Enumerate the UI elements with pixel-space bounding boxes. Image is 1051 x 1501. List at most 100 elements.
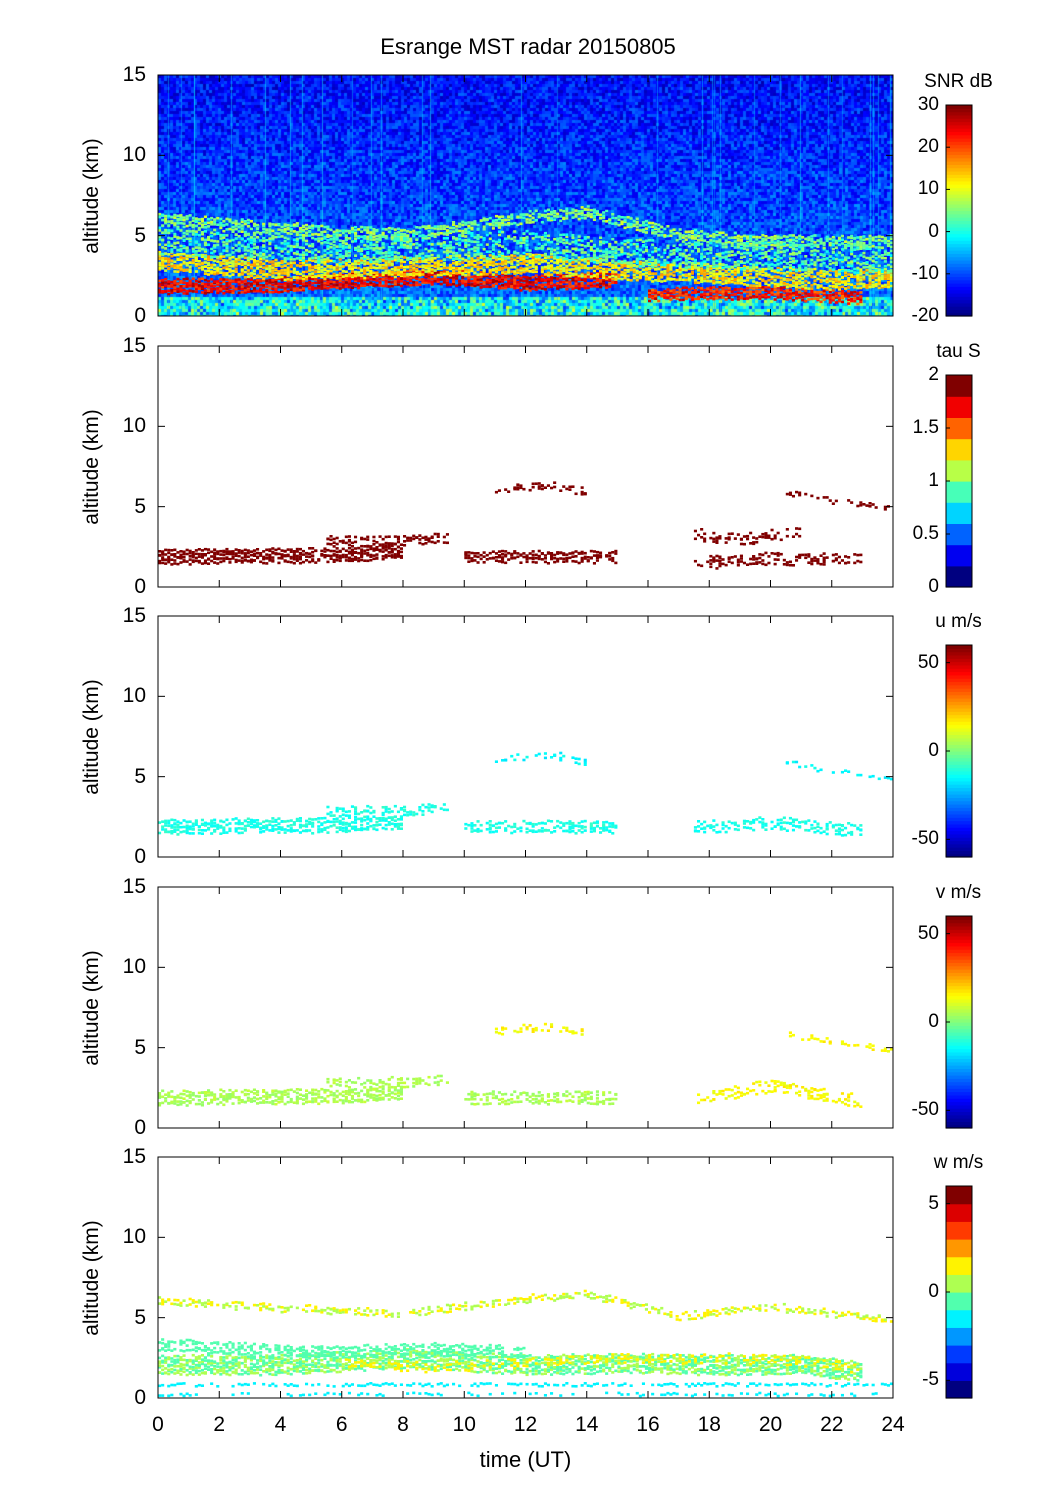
echo-cell	[393, 271, 397, 275]
echo-cell	[176, 214, 180, 218]
echo-cell	[482, 255, 486, 258]
echo-cell	[589, 239, 593, 243]
echo-cell	[779, 271, 783, 275]
echo-cell	[164, 259, 168, 263]
echo-cell	[632, 252, 636, 256]
echo-cell	[412, 274, 416, 277]
echo-cell	[252, 272, 256, 276]
echo-cell	[746, 251, 750, 255]
echo-cell	[614, 251, 618, 255]
echo-cell	[718, 264, 722, 268]
echo-cell	[559, 267, 563, 270]
echo-cell	[161, 213, 165, 217]
echo-cell	[739, 281, 743, 285]
echo-cell	[458, 271, 462, 274]
echo-cell	[669, 253, 673, 256]
echo-cell	[314, 270, 318, 274]
echo-cell	[825, 288, 829, 291]
echo-cell	[295, 276, 299, 279]
echo-cell	[341, 241, 345, 245]
echo-cell	[308, 281, 312, 284]
echo-cell	[635, 217, 639, 221]
echo-cell	[497, 262, 501, 266]
echo-cell	[213, 244, 217, 247]
echo-cell	[770, 247, 774, 250]
colorbar-level	[946, 137, 972, 142]
echo-cell	[568, 211, 572, 215]
echo-cell	[252, 224, 256, 228]
echo-cell	[354, 270, 358, 274]
echo-cell	[225, 287, 229, 291]
echo-cell	[730, 298, 734, 301]
echo-cell	[396, 280, 400, 283]
echo-cell	[595, 265, 599, 269]
echo-cell	[259, 284, 263, 287]
echo-cell	[494, 221, 498, 225]
echo-cell	[574, 215, 578, 218]
echo-cell	[225, 234, 229, 237]
echo-cell	[831, 251, 835, 254]
colorbar-level	[946, 269, 972, 274]
echo-cell	[317, 258, 321, 262]
echo-cell	[543, 231, 547, 235]
echo-cell	[476, 253, 480, 256]
echo-cell	[295, 272, 299, 276]
echo-cell	[755, 238, 759, 241]
echo-cell	[458, 229, 462, 233]
echo-cell	[158, 561, 162, 565]
echo-cell	[381, 258, 385, 262]
echo-cell	[252, 240, 256, 243]
echo-cell	[568, 272, 572, 275]
echo-cell	[546, 238, 550, 242]
echo-cell	[638, 224, 642, 227]
echo-cell	[733, 264, 737, 267]
echo-cell	[525, 282, 529, 286]
echo-cell	[856, 286, 860, 290]
echo-cell	[620, 266, 624, 269]
echo-cell	[519, 222, 523, 226]
echo-cell	[761, 252, 765, 255]
echo-cell	[840, 289, 844, 293]
echo-cell	[605, 209, 609, 213]
echo-cell	[406, 236, 410, 239]
echo-cell	[314, 260, 318, 264]
colorbar-level	[946, 263, 972, 268]
echo-cell	[767, 278, 771, 282]
echo-cell	[372, 266, 376, 269]
echo-cell	[461, 239, 465, 242]
echo-cell	[256, 223, 260, 227]
echo-cell	[736, 271, 740, 274]
echo-cell	[626, 264, 630, 268]
echo-cell	[574, 275, 578, 278]
echo-cell	[764, 241, 768, 245]
echo-cell	[706, 267, 710, 271]
echo-cell	[298, 229, 302, 233]
echo-cell	[473, 259, 477, 262]
echo-cell	[746, 276, 750, 279]
echo-cell	[684, 242, 688, 246]
echo-cell	[494, 242, 498, 246]
echo-cell	[626, 216, 630, 219]
echo-cell	[265, 255, 269, 259]
echo-cell	[550, 273, 554, 276]
echo-cell	[366, 261, 370, 264]
echo-cell	[210, 231, 214, 234]
echo-cell	[161, 238, 165, 242]
echo-cell	[595, 247, 599, 251]
echo-cell	[436, 260, 440, 263]
echo-cell	[240, 224, 244, 227]
echo-cell	[442, 276, 446, 279]
echo-cell	[164, 221, 168, 225]
echo-cell	[666, 255, 670, 259]
echo-cell	[369, 238, 373, 241]
echo-cell	[197, 243, 201, 246]
echo-cell	[265, 239, 269, 242]
echo-cell	[473, 236, 477, 239]
echo-cell	[834, 246, 838, 249]
echo-cell	[314, 248, 318, 251]
echo-cell	[556, 212, 560, 216]
echo-cell	[439, 225, 443, 228]
echo-cell	[782, 244, 786, 247]
echo-cell	[424, 254, 428, 258]
echo-cell	[200, 223, 204, 227]
